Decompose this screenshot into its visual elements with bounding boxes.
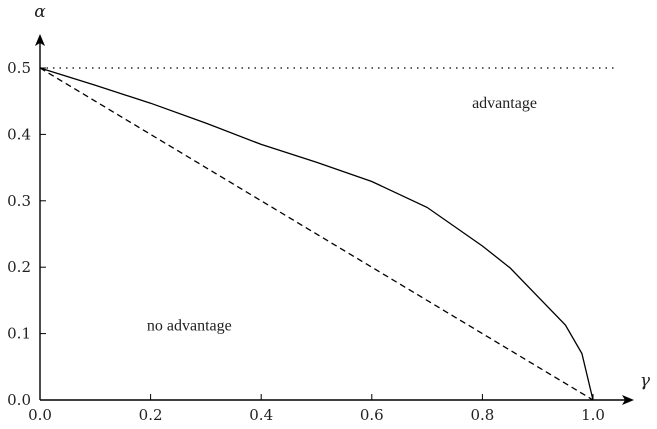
x-tick-label: 0.6 (360, 406, 384, 424)
annotation-label: advantage (472, 95, 537, 112)
x-tick-label: 1.0 (581, 406, 605, 424)
x-tick-label: 0.4 (249, 406, 273, 424)
x-tick-label: 0.8 (470, 406, 494, 424)
y-tick-label: 0.3 (7, 192, 31, 210)
x-axis-arrow (622, 395, 634, 405)
x-tick-label: 0.0 (28, 406, 52, 424)
y-tick-label: 0.5 (7, 59, 31, 77)
annotation-label: no advantage (147, 317, 232, 334)
y-tick-label: 0.2 (7, 258, 31, 276)
series-line-dashed (39, 67, 594, 401)
y-tick-label: 0.1 (7, 325, 31, 343)
labels: γ α advantage no advantage (34, 2, 651, 391)
x-axis-label: γ (640, 371, 651, 391)
axes: 0.0 0.2 0.4 0.6 0.8 1.0 0.0 0.1 0.2 0.3 0.4 0.5 (7, 34, 634, 424)
series-line-solid (39, 67, 594, 401)
series-layer (39, 67, 616, 401)
y-tick-label: 0.4 (7, 125, 31, 143)
y-axis-arrow (35, 34, 45, 46)
x-tick-label: 0.2 (139, 406, 163, 424)
y-tick-label: 0.0 (7, 391, 31, 409)
y-axis-label: α (34, 2, 46, 22)
